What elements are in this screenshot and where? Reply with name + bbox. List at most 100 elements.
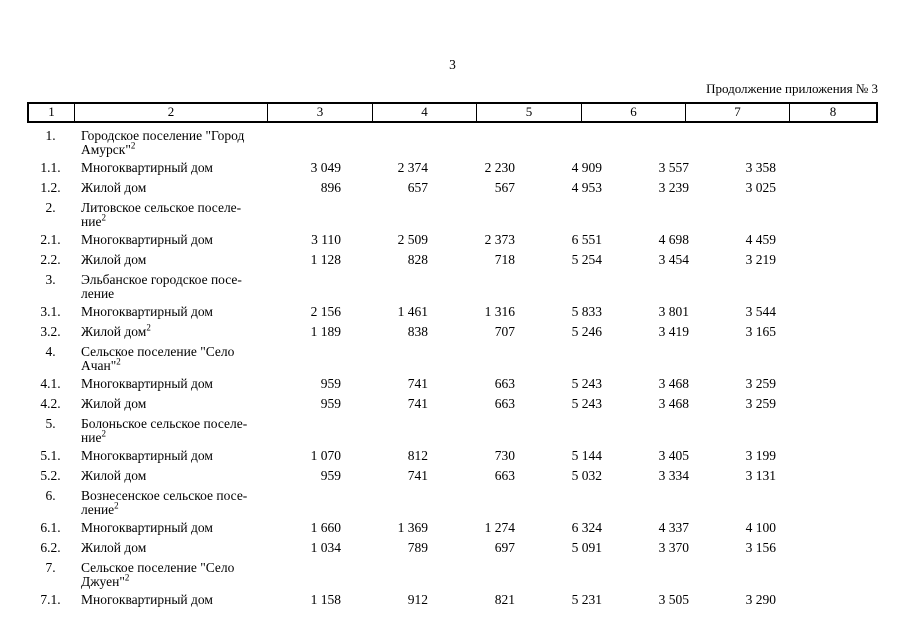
footnote-marker: 2 — [130, 140, 136, 151]
table-row: 7. Сельское поселение "Село Джуен"2 — [27, 561, 878, 589]
row-value: 2 230 — [484, 160, 515, 175]
row-value: 4 100 — [745, 520, 776, 535]
row-number: 3.1. — [40, 304, 61, 319]
footnote-marker: 2 — [124, 572, 130, 583]
row-name: Многоквартирный дом — [81, 520, 213, 535]
table-row: 1.1. Многоквартирный дом 3 049 2 374 2 230 4 … — [27, 161, 878, 175]
table-row: 4.2. Жилой дом 959 741 663 5 243 3 468 3 259 — [27, 397, 878, 411]
row-value: 2 373 — [484, 232, 515, 247]
table-row: 1. Городское поселение "Город Амурск"2 — [27, 129, 878, 157]
footnote-marker: 2 — [101, 212, 106, 223]
row-name: Болоньское сельское поселе-ние2 — [81, 416, 248, 445]
row-value: 4 698 — [658, 232, 689, 247]
row-number: 5.1. — [40, 448, 61, 463]
row-value: 1 128 — [310, 252, 341, 267]
row-value: 789 — [407, 540, 428, 555]
row-value: 3 049 — [310, 160, 341, 175]
row-name: Многоквартирный дом — [81, 448, 213, 463]
row-name: Жилой дом — [81, 252, 147, 267]
row-value: 3 290 — [745, 592, 776, 607]
row-number: 2.2. — [40, 252, 61, 267]
row-value: 663 — [494, 376, 515, 391]
row-value: 5 833 — [571, 304, 602, 319]
row-value: 1 070 — [310, 448, 341, 463]
column-header-6: 6 — [582, 104, 686, 121]
row-value: 663 — [494, 396, 515, 411]
row-name: Эльбанское городское посе-ление — [81, 272, 242, 301]
row-number: 2. — [45, 200, 56, 215]
row-value: 3 219 — [745, 252, 776, 267]
page-number: 3 — [449, 57, 456, 72]
row-name: Литовское сельское поселе-ние2 — [81, 200, 242, 229]
table-row: 6.1. Многоквартирный дом 1 660 1 369 1 274 6 … — [27, 521, 878, 535]
row-value: 812 — [407, 448, 428, 463]
row-value: 1 660 — [310, 520, 341, 535]
column-header-4: 4 — [373, 104, 477, 121]
row-number: 3. — [45, 272, 56, 287]
table-row: 3.1. Многоквартирный дом 2 156 1 461 1 316 5 … — [27, 305, 878, 319]
row-value: 3 259 — [745, 376, 776, 391]
row-name: Вознесенское сельское посе-ление2 — [81, 488, 248, 517]
row-name: Жилой дом — [81, 540, 147, 555]
row-number: 6.2. — [40, 540, 61, 555]
row-value: 5 254 — [571, 252, 602, 267]
row-value: 4 953 — [571, 180, 602, 195]
row-value: 707 — [494, 324, 515, 339]
row-value: 2 374 — [397, 160, 428, 175]
row-value: 3 358 — [745, 160, 776, 175]
row-value: 1 461 — [397, 304, 428, 319]
row-value: 912 — [407, 592, 428, 607]
column-header-3: 3 — [268, 104, 373, 121]
row-value: 2 509 — [397, 232, 428, 247]
row-number: 2.1. — [40, 232, 61, 247]
table-header-row: 1 2 3 4 5 6 7 8 — [27, 102, 878, 123]
footnote-marker: 2 — [114, 500, 119, 511]
row-value: 1 369 — [397, 520, 428, 535]
row-value: 741 — [407, 468, 428, 483]
row-number: 1.2. — [40, 180, 61, 195]
continuation-note: Продолжение приложения № 3 — [706, 81, 878, 96]
row-value: 3 544 — [745, 304, 776, 319]
column-header-1: 1 — [29, 104, 75, 121]
table-row: 4.1. Многоквартирный дом 959 741 663 5 243 3 4… — [27, 377, 878, 391]
row-value: 718 — [494, 252, 515, 267]
column-header-5: 5 — [477, 104, 582, 121]
row-name: Многоквартирный дом — [81, 304, 213, 319]
row-name: Жилой дом2 — [81, 322, 151, 339]
row-value: 741 — [407, 396, 428, 411]
table-row: 4. Сельское поселение "Село Ачан"2 — [27, 345, 878, 373]
row-value: 3 454 — [658, 252, 689, 267]
table-row: 3.2. Жилой дом2 1 189 838 707 5 246 3 419 3 165 — [27, 322, 878, 339]
row-value: 3 405 — [658, 448, 689, 463]
row-value: 5 032 — [571, 468, 602, 483]
row-value: 959 — [320, 468, 341, 483]
row-value: 663 — [494, 468, 515, 483]
row-value: 3 468 — [658, 396, 689, 411]
footnote-marker: 2 — [116, 356, 121, 367]
row-value: 3 557 — [658, 160, 689, 175]
row-value: 657 — [407, 180, 428, 195]
table-row: 1.2. Жилой дом 896 657 567 4 953 3 239 3 025 — [27, 181, 878, 195]
row-value: 5 243 — [571, 376, 602, 391]
row-value: 3 801 — [658, 304, 689, 319]
row-value: 3 131 — [745, 468, 776, 483]
row-value: 2 156 — [310, 304, 341, 319]
row-value: 3 259 — [745, 396, 776, 411]
table-row: 5.1. Многоквартирный дом 1 070 812 730 5 144 3… — [27, 449, 878, 463]
row-value: 821 — [494, 592, 515, 607]
row-number: 3.2. — [40, 324, 61, 339]
table-row: 6. Вознесенское сельское посе-ление2 — [27, 489, 878, 517]
row-value: 3 334 — [658, 468, 689, 483]
row-value: 730 — [494, 448, 515, 463]
row-value: 6 324 — [571, 520, 602, 535]
row-value: 959 — [320, 396, 341, 411]
row-name: Жилой дом — [81, 468, 147, 483]
row-name: Жилой дом — [81, 180, 147, 195]
row-value: 3 025 — [745, 180, 776, 195]
table-row: 5.2. Жилой дом 959 741 663 5 032 3 334 3 131 — [27, 469, 878, 483]
row-value: 3 165 — [745, 324, 776, 339]
row-value: 1 316 — [484, 304, 515, 319]
row-name: Жилой дом — [81, 396, 147, 411]
row-name: Сельское поселение "Село Джуен"2 — [81, 560, 235, 589]
row-value: 567 — [494, 180, 515, 195]
